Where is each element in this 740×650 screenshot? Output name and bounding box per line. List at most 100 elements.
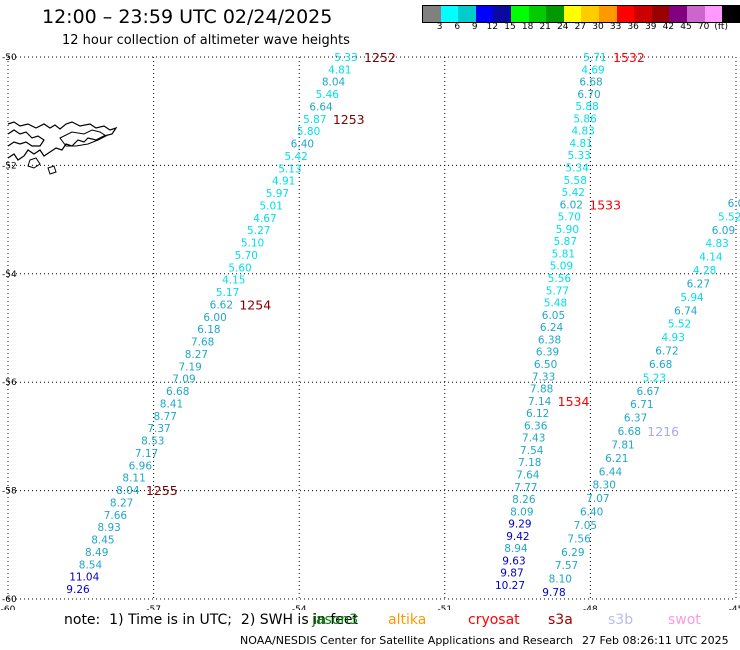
colorbar-label: 33: [609, 22, 622, 32]
longitude-labels: -60 -57 -54 -51 -48 -45: [1, 605, 740, 610]
wave-height-value: 8.27: [185, 349, 208, 361]
wave-height-colorbar: [422, 5, 740, 23]
satellite-altika: altika: [388, 612, 427, 628]
wave-height-value: 8.09: [510, 506, 533, 518]
colorbar-label: 45: [680, 22, 692, 32]
track-west: 5.334.818.045.466.645.875.806.405.425.13…: [66, 50, 396, 596]
wave-height-value: 11.04: [69, 572, 99, 584]
track-east-b: 6.05.526.094.834.144.286.275.946.745.524…: [542, 198, 740, 599]
wave-height-value: 6.44: [599, 466, 623, 478]
wave-height-value: 7.07: [586, 493, 609, 505]
wave-height-value: 5.33: [567, 150, 590, 162]
wave-height-value: 7.37: [147, 423, 170, 435]
map-title: 12:00 – 23:59 UTC 02/24/2025: [42, 6, 333, 28]
wave-height-value: 5.86: [573, 113, 597, 125]
wave-height-value: 6.96: [129, 460, 153, 472]
colorbar-swatch: [563, 6, 582, 22]
wave-height-value: 9.78: [542, 587, 565, 599]
wave-height-value: 5.70: [558, 212, 581, 224]
pass-time-label: 1534: [558, 394, 590, 409]
wave-height-value: 5.80: [297, 126, 320, 138]
colorbar-label: 30: [592, 22, 604, 32]
satellite-s3a: s3a: [548, 612, 573, 628]
colorbar-label: (ft): [714, 22, 728, 32]
wave-height-value: 5.90: [556, 224, 579, 236]
map-subtitle: 12 hour collection of altimeter wave hei…: [62, 33, 350, 48]
wave-height-value: 4.81: [569, 138, 592, 150]
wave-height-value: 6.21: [605, 453, 628, 465]
wave-height-value: 5.52: [668, 319, 691, 331]
wave-height-value: 5.87: [554, 236, 577, 248]
wave-height-value: 8.10: [549, 574, 572, 586]
colorbar-swatch: [581, 6, 599, 22]
wave-height-value: 4.93: [662, 332, 685, 344]
colorbar-swatch: [686, 6, 705, 22]
colorbar-swatch: [475, 6, 494, 22]
wave-height-value: 6.50: [534, 359, 557, 371]
wave-height-value: 4.81: [328, 64, 351, 76]
colorbar-swatch: [493, 6, 511, 22]
wave-height-value: 7.54: [520, 445, 544, 457]
wave-height-value: 5.77: [546, 285, 569, 297]
wave-height-value: 5.52: [718, 211, 740, 223]
pass-time-label: 1533: [589, 197, 621, 212]
colorbar-swatch: [423, 6, 441, 22]
wave-height-value: 5.88: [575, 101, 598, 113]
wave-height-value: 7.09: [172, 374, 195, 386]
wave-height-value: 8.26: [512, 494, 536, 506]
wave-height-value: 9.63: [502, 555, 525, 567]
wave-height-value: 5.81: [552, 248, 575, 260]
longitude-label: -57: [146, 605, 161, 610]
pass-time-label: 1255: [146, 483, 178, 498]
wave-height-value: 7.77: [514, 482, 537, 494]
wave-height-value: 6.00: [203, 312, 226, 324]
wave-height-value: 8.93: [97, 522, 120, 534]
wave-height-value: 6.70: [577, 89, 600, 101]
wave-height-value: 8.49: [85, 547, 108, 559]
wave-height-value: 6.12: [526, 408, 549, 420]
pass-time-label: 1253: [333, 112, 365, 127]
wave-height-value: 5.46: [316, 89, 340, 101]
wave-height-value: 5.71: [583, 52, 606, 64]
colorbar-swatch: [651, 6, 670, 22]
wave-height-value: 7.19: [178, 361, 201, 373]
wave-height-value: 4.91: [272, 176, 295, 188]
wave-height-value: 5.34: [566, 163, 590, 175]
wave-height-value: 5.97: [266, 188, 289, 200]
wave-height-value: 8.30: [593, 480, 616, 492]
latitude-label: -56: [2, 378, 17, 388]
satellite-jason3: jason3: [312, 612, 359, 628]
colorbar-swatch: [546, 6, 564, 22]
wave-height-value: 5.94: [680, 292, 704, 304]
coastline-falkland-islands: [7, 121, 118, 175]
wave-height-value: 4.69: [581, 64, 604, 76]
colorbar-swatch: [598, 6, 617, 22]
latitude-label: -58: [2, 487, 17, 497]
wave-height-value: 6.68: [579, 77, 602, 89]
wave-height-value: 7.64: [516, 469, 540, 481]
wave-height-value: 6.18: [197, 324, 220, 336]
longitude-label: -60: [1, 605, 16, 610]
colorbar-label: 21: [539, 22, 551, 32]
wave-height-value: 7.66: [104, 510, 128, 522]
wave-height-value: 8.45: [91, 535, 114, 547]
wave-height-value: 7.14: [528, 396, 552, 408]
colorbar-swatch: [704, 6, 723, 22]
wave-height-value: 9.87: [500, 568, 523, 580]
wave-height-value: 4.83: [571, 126, 594, 138]
wave-height-value: 5.33: [334, 52, 357, 64]
wave-height-value: 6.71: [630, 399, 653, 411]
wave-height-value: 8.41: [160, 398, 183, 410]
wave-height-value: 7.17: [135, 448, 158, 460]
colorbar-label: 70: [697, 22, 710, 32]
wave-height-value: 4.83: [705, 238, 728, 250]
wave-height-value: 6.0: [728, 198, 740, 210]
longitude-label: -54: [292, 605, 307, 610]
wave-height-value: 8.54: [79, 559, 103, 571]
wave-height-value: 6.40: [580, 507, 603, 519]
wave-height-value: 7.57: [555, 560, 578, 572]
wave-height-value: 6.24: [540, 322, 564, 334]
wave-height-value: 6.74: [674, 305, 698, 317]
wave-height-value: 8.04: [322, 77, 346, 89]
wave-height-value: 7.88: [530, 384, 553, 396]
